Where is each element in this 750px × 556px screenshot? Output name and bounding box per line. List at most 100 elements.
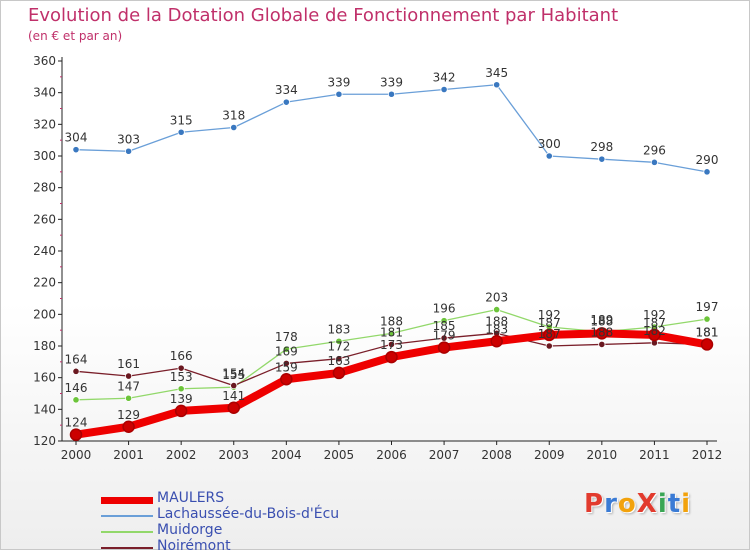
proxiti-logo: ProXiti [584, 489, 691, 519]
data-point [124, 147, 133, 155]
chart-title: Evolution de la Dotation Globale de Fonc… [28, 5, 619, 26]
legend-label: Muidorge [157, 522, 223, 538]
data-point [282, 345, 290, 353]
y-tick-label: 140 [33, 402, 56, 416]
data-point [385, 350, 398, 364]
data-point [335, 90, 343, 98]
data-point [280, 373, 293, 386]
data-label: 187 [643, 316, 666, 330]
x-tick-label: 2009 [534, 448, 565, 462]
legend-label: Noirémont [157, 538, 231, 554]
x-tick-label: 2012 [692, 448, 723, 462]
logo-letter: t [667, 489, 682, 519]
data-point [69, 428, 83, 441]
data-point [335, 337, 343, 345]
data-label: 154 [222, 367, 245, 381]
data-label: 187 [538, 316, 561, 330]
logo-letter: i [657, 489, 668, 519]
data-point [230, 123, 238, 132]
data-label: 296 [643, 143, 666, 157]
data-point [227, 401, 240, 414]
logo-letter: o [617, 489, 637, 519]
chart-subtitle: (en € et par an) [28, 29, 123, 43]
legend-label: Lachaussée-du-Bois-d'Écu [157, 506, 340, 522]
data-label: 196 [433, 302, 456, 316]
data-label: 164 [65, 352, 88, 366]
x-tick-label: 2011 [639, 448, 670, 462]
series-maulers [69, 327, 714, 441]
data-label: 159 [275, 360, 298, 374]
legend-swatch [101, 496, 153, 504]
data-point [650, 158, 659, 166]
y-tick-label: 120 [33, 434, 56, 448]
data-label: 298 [590, 140, 613, 154]
data-point [282, 359, 290, 368]
data-label: 153 [170, 370, 193, 384]
data-label: 169 [275, 344, 298, 358]
data-label: 147 [117, 379, 140, 393]
x-tick-label: 2006 [376, 448, 407, 462]
data-label: 192 [643, 308, 666, 322]
y-tick-label: 200 [33, 307, 56, 321]
x-tick-label: 2010 [587, 448, 618, 462]
y-tick-label: 300 [33, 149, 56, 163]
data-point [332, 366, 346, 380]
data-point [387, 340, 396, 349]
data-label: 124 [65, 416, 88, 430]
data-label: 334 [275, 83, 298, 97]
data-point [598, 340, 606, 349]
data-label: 182 [643, 324, 666, 338]
logo-letter: P [584, 489, 605, 519]
data-point [493, 305, 501, 314]
data-point [177, 385, 185, 393]
y-tick-label: 220 [33, 276, 56, 290]
data-label: 203 [485, 291, 508, 305]
y-tick-label: 320 [33, 117, 56, 131]
data-label: 303 [117, 132, 140, 146]
data-point [700, 338, 714, 351]
data-label: 178 [275, 330, 298, 344]
data-label: 315 [170, 113, 193, 127]
data-point [440, 317, 448, 325]
data-point [174, 404, 188, 418]
data-label: 187 [538, 327, 561, 341]
legend-swatch [101, 515, 153, 517]
data-label: 189 [590, 313, 613, 327]
data-point [124, 372, 133, 380]
logo-letter: i [681, 489, 692, 519]
data-point [122, 420, 135, 433]
x-tick-label: 2001 [113, 448, 144, 462]
data-point [387, 329, 396, 337]
data-point [72, 396, 80, 404]
data-label: 163 [327, 354, 350, 368]
data-point [543, 328, 556, 342]
legend-swatch [101, 531, 153, 533]
data-label: 181 [696, 325, 719, 339]
data-point [648, 328, 661, 342]
data-label: 183 [327, 322, 350, 336]
x-tick-label: 2002 [166, 448, 197, 462]
data-point [493, 81, 501, 89]
data-label: 181 [380, 325, 403, 339]
data-point [545, 152, 553, 160]
series-lachauss-e-du-bois-d-cu [72, 81, 711, 176]
data-point [72, 146, 80, 154]
y-tick-label: 240 [33, 244, 56, 258]
data-label: 290 [696, 153, 719, 167]
data-point [282, 98, 290, 106]
data-point [177, 128, 185, 136]
x-tick-label: 2003 [218, 448, 249, 462]
data-point [335, 355, 343, 363]
data-label: 318 [222, 109, 245, 123]
data-point [703, 168, 711, 176]
data-label: 146 [65, 381, 88, 395]
data-label: 342 [433, 71, 456, 85]
data-point [490, 335, 503, 348]
data-label: 339 [327, 75, 350, 89]
data-label: 173 [380, 338, 403, 352]
data-label: 181 [696, 325, 719, 339]
axes: 120 140 160 180 200 220 240 260 280 300 320 340 360 2… [33, 54, 722, 462]
data-label: 183 [485, 322, 508, 336]
legend-label: MAULERS [157, 490, 225, 506]
y-tick-label: 160 [33, 371, 56, 385]
